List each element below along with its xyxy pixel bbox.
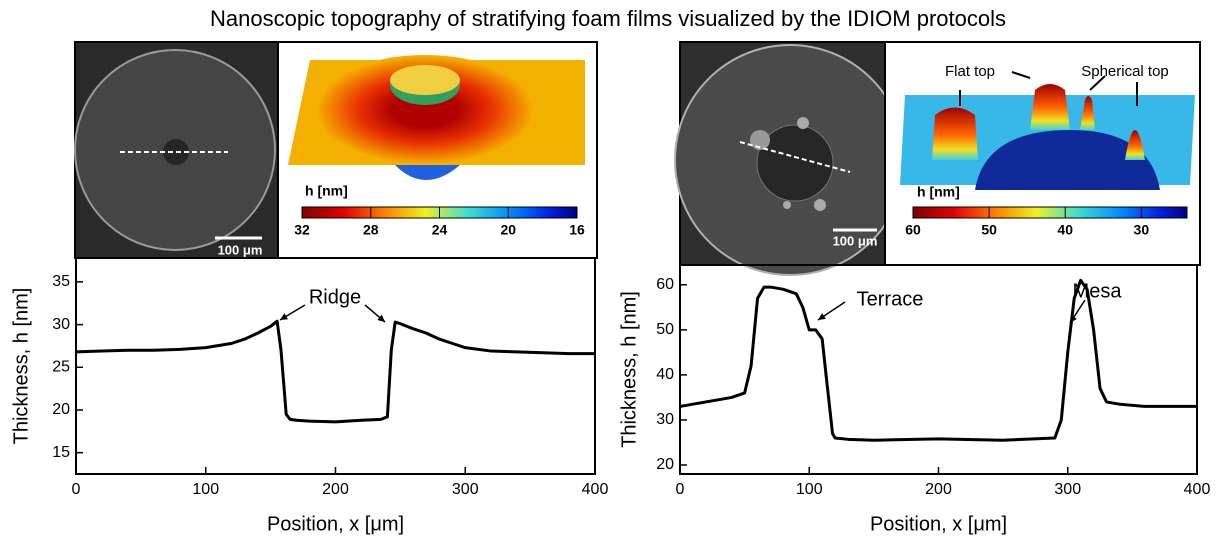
scale-bar-label: 100 μm: [218, 242, 263, 257]
y-tick-label: 20: [656, 456, 674, 473]
colorbar-tick-label: 60: [905, 222, 921, 238]
y-tick-label: 40: [656, 366, 674, 383]
figure-title: Nanoscopic topography of stratifying foa…: [210, 6, 1006, 31]
y-axis-label: Thickness, h [nm]: [618, 291, 640, 448]
x-tick-label: 400: [582, 481, 609, 498]
left-micrograph: [74, 41, 279, 259]
y-tick-label: 20: [52, 401, 70, 418]
arrow-head: [377, 314, 385, 322]
x-tick-label: 300: [1054, 481, 1081, 498]
left-topography: [277, 41, 598, 259]
colorbar-tick-label: 30: [1134, 222, 1150, 238]
colorbar-tick-label: 20: [500, 222, 516, 238]
inset-annotation: Flat top: [945, 63, 995, 80]
colorbar-tick-label: 40: [1057, 222, 1073, 238]
inset-annotation: Spherical top: [1081, 63, 1169, 80]
annotation: Terrace: [857, 288, 924, 310]
x-tick-label: 0: [72, 481, 81, 498]
x-tick-label: 200: [322, 481, 349, 498]
right-micrograph: [674, 41, 906, 276]
arrow-head: [1070, 315, 1077, 323]
y-tick-label: 15: [52, 444, 70, 461]
colorbar-label: h [nm]: [917, 184, 960, 200]
annotation: Ridge: [309, 286, 361, 308]
y-tick-label: 25: [52, 358, 70, 375]
colorbar-tick-label: 32: [294, 222, 310, 238]
x-tick-label: 300: [452, 481, 479, 498]
x-tick-label: 400: [1184, 481, 1211, 498]
y-tick-label: 30: [656, 411, 674, 428]
annotation: Mesa: [1073, 280, 1123, 302]
colorbar: [912, 206, 1188, 219]
colorbar-tick-label: 50: [981, 222, 997, 238]
x-tick-label: 100: [796, 481, 823, 498]
colorbar-tick-label: 16: [569, 222, 585, 238]
arrow-head: [280, 313, 288, 320]
right-topography: [884, 41, 1201, 266]
y-tick-label: 30: [52, 316, 70, 333]
x-tick-label: 100: [192, 481, 219, 498]
data-line: [679, 278, 1197, 442]
y-tick-label: 35: [52, 273, 70, 290]
x-axis-label: Position, x [μm]: [267, 513, 404, 535]
colorbar-tick-label: 24: [432, 222, 448, 238]
x-axis-label: Position, x [μm]: [870, 513, 1007, 535]
arrow-head: [818, 313, 826, 320]
y-tick-label: 60: [656, 276, 674, 293]
scale-bar-label: 100 μm: [833, 233, 878, 248]
colorbar-tick-label: 28: [363, 222, 379, 238]
x-tick-label: 0: [676, 481, 685, 498]
y-axis-label: Thickness, h [nm]: [10, 288, 32, 445]
data-line: [75, 319, 595, 424]
colorbar-label: h [nm]: [305, 183, 348, 199]
x-tick-label: 200: [925, 481, 952, 498]
y-tick-label: 50: [656, 321, 674, 338]
